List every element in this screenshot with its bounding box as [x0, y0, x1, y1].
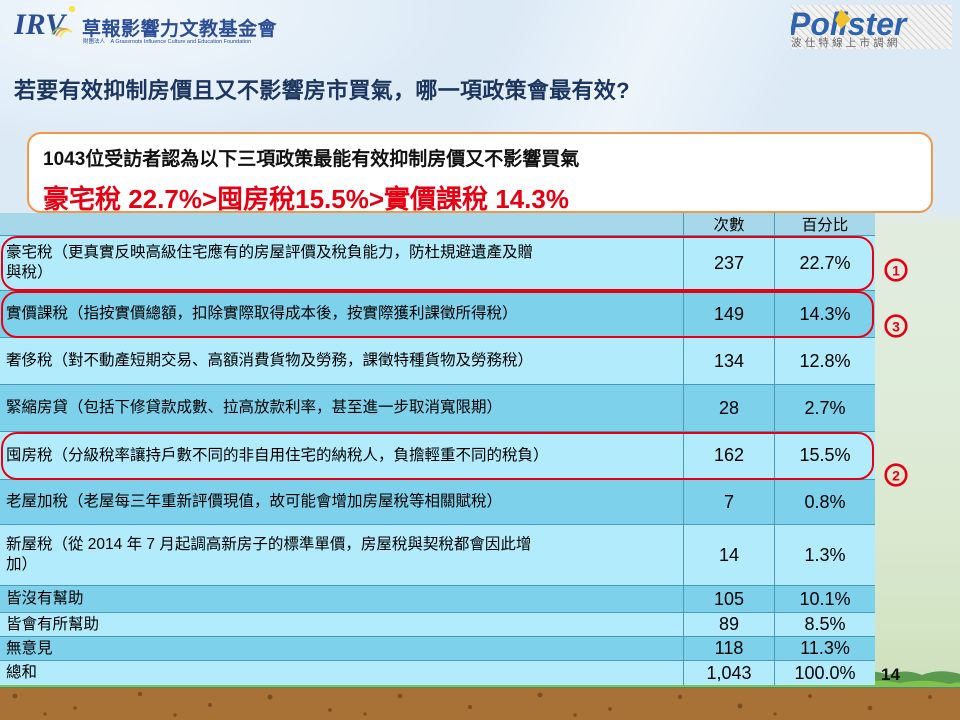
svg-text:草報影響力文教基金會: 草報影響力文教基金會	[82, 17, 278, 40]
svg-text:財團法人 A Grassroots Influence Cu: 財團法人 A Grassroots Influence Culture and …	[83, 37, 251, 45]
svg-text:1: 1	[892, 263, 900, 279]
svg-text:波仕特線上市調網: 波仕特線上市調網	[791, 36, 901, 49]
svg-text:2: 2	[892, 468, 900, 484]
svg-text:3: 3	[892, 319, 900, 335]
